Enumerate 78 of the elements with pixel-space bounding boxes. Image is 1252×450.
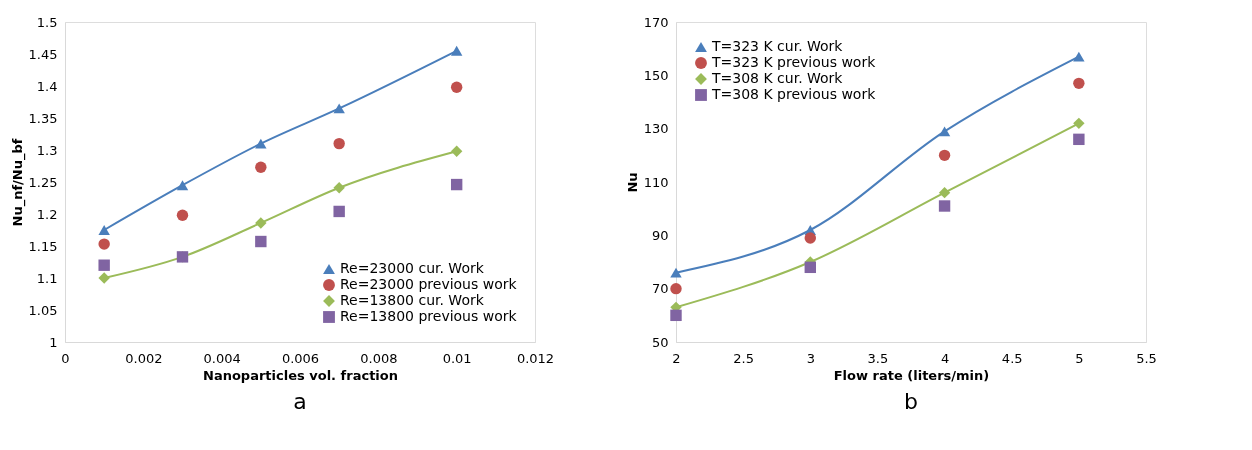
text: b bbox=[904, 389, 918, 414]
y-tick-label: 170 bbox=[643, 14, 669, 30]
point bbox=[176, 209, 189, 221]
legend-label: T=323 K cur. Work bbox=[711, 38, 844, 54]
point bbox=[804, 261, 816, 274]
y-tick-label: 110 bbox=[643, 174, 669, 190]
point bbox=[333, 182, 345, 194]
y-tick-label: 150 bbox=[643, 67, 669, 83]
point bbox=[1073, 77, 1085, 90]
legend-label: Re=23000 cur. Work bbox=[340, 260, 485, 276]
legend-label: T=308 K cur. Work bbox=[711, 70, 844, 86]
point bbox=[670, 267, 682, 278]
point bbox=[176, 180, 189, 191]
y-tick-label: 130 bbox=[643, 121, 669, 137]
point bbox=[938, 200, 951, 212]
point bbox=[1073, 117, 1085, 130]
point bbox=[1073, 133, 1085, 146]
point bbox=[804, 232, 816, 244]
y-tick-label: 1.45 bbox=[28, 46, 58, 62]
y-axis-title: Nu bbox=[624, 172, 640, 193]
legend-label: Re=23000 previous work bbox=[340, 276, 518, 292]
x-tick-label: 4 bbox=[940, 350, 950, 366]
x-tick-label: 2.5 bbox=[733, 350, 754, 366]
point bbox=[450, 81, 463, 93]
x-tick-label: 2 bbox=[672, 350, 681, 366]
point bbox=[255, 235, 267, 248]
point bbox=[98, 259, 110, 271]
y-tick-label: 1.05 bbox=[28, 302, 58, 318]
legend-label: T=308 K previous work bbox=[711, 86, 877, 102]
point bbox=[938, 186, 951, 199]
legend-label: Re=13800 cur. Work bbox=[340, 292, 485, 308]
point bbox=[98, 238, 110, 250]
x-axis-title: Nanoparticles vol. fraction bbox=[203, 367, 398, 383]
point bbox=[938, 149, 951, 162]
y-tick-label: 70 bbox=[651, 281, 669, 297]
x-tick-label: 5.5 bbox=[1136, 350, 1157, 366]
text: a bbox=[293, 389, 307, 414]
x-tick-label: 3 bbox=[806, 350, 815, 366]
point bbox=[333, 103, 345, 114]
x-tick-label: 0.002 bbox=[125, 350, 163, 366]
y-tick-label: 50 bbox=[651, 334, 669, 350]
y-tick-label: 1.1 bbox=[36, 270, 58, 286]
point bbox=[1073, 51, 1085, 62]
x-tick-label: 3.5 bbox=[867, 350, 889, 366]
point bbox=[938, 126, 951, 137]
y-tick-label: 1.5 bbox=[36, 14, 58, 30]
y-tick-label: 1.15 bbox=[28, 238, 58, 254]
point bbox=[450, 145, 463, 157]
x-tick-label: 0 bbox=[61, 350, 70, 366]
point bbox=[670, 309, 682, 322]
point bbox=[255, 161, 267, 173]
x-tick-label: 4.5 bbox=[1001, 350, 1023, 366]
point bbox=[450, 45, 463, 56]
x-axis-title: Flow rate (liters/min) bbox=[833, 367, 990, 383]
y-tick-label: 1.4 bbox=[36, 78, 58, 94]
x-tick-label: 0.01 bbox=[442, 350, 472, 366]
legend-label: T=323 K previous work bbox=[711, 54, 877, 70]
point bbox=[333, 137, 345, 150]
y-tick-label: 1.3 bbox=[36, 142, 58, 158]
point bbox=[450, 178, 463, 191]
y-axis-title: Nu_nf/Nu_bf bbox=[9, 138, 26, 227]
y-tick-label: 1.25 bbox=[28, 174, 58, 190]
point bbox=[255, 138, 267, 149]
x-tick-label: 5 bbox=[1075, 350, 1084, 366]
x-tick-label: 0.008 bbox=[360, 350, 398, 366]
point bbox=[255, 217, 267, 229]
y-tick-label: 1.2 bbox=[36, 206, 58, 222]
x-tick-label: 0.004 bbox=[203, 350, 241, 366]
point bbox=[98, 272, 110, 284]
y-tick-label: 1.35 bbox=[28, 110, 58, 126]
point bbox=[98, 225, 110, 235]
x-tick-label: 0.006 bbox=[281, 350, 320, 366]
legend-label: Re=13800 previous work bbox=[340, 308, 518, 324]
y-tick-label: 90 bbox=[651, 227, 669, 243]
y-tick-label: 1 bbox=[49, 334, 58, 350]
x-tick-label: 0.012 bbox=[516, 350, 555, 366]
point bbox=[670, 282, 682, 295]
point bbox=[333, 205, 345, 218]
